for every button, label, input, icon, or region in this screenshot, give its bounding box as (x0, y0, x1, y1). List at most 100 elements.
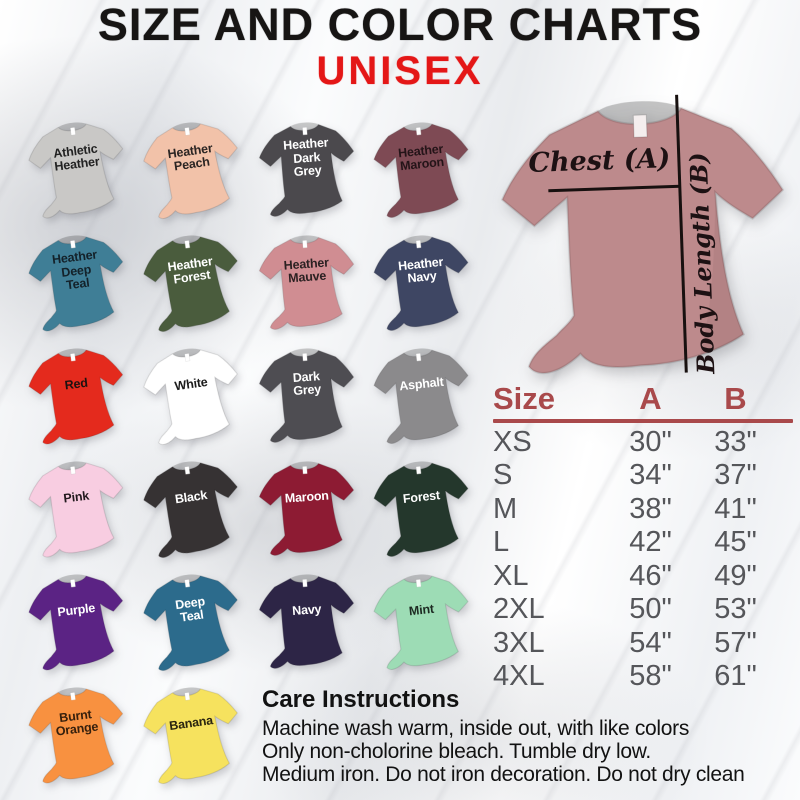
color-swatch-shirt: Heather Mauve (250, 225, 365, 338)
color-swatch-shirt: Burnt Orange (20, 677, 135, 790)
length-measure-cell: 61" (714, 660, 757, 693)
color-name-label: Heather Navy (397, 254, 444, 286)
color-name-label: Heather Peach (166, 141, 214, 174)
color-name-label: Purple (56, 600, 96, 619)
tshirt-icon (373, 574, 469, 670)
shirt-graphic-wrapper: Navy (246, 560, 369, 681)
size-table: Size A B XS 30" 33" S 34" 37" M 38" 41" … (493, 381, 793, 694)
care-line: Machine wash warm, inside out, with like… (262, 716, 690, 740)
color-swatch-shirt: Pink (20, 451, 135, 564)
size-table-row: 4XL 58" 61" (493, 660, 793, 694)
neck-tag (302, 239, 308, 249)
color-name-label: Forest (402, 487, 441, 506)
neck-tag (70, 240, 76, 249)
neck-tag (632, 114, 648, 138)
tshirt-icon (28, 348, 124, 445)
neck-tag (184, 353, 191, 362)
color-name-label: Athletic Heather (52, 141, 101, 175)
size-cell: XL (493, 559, 529, 592)
size-table-row: XL 46" 49" (493, 560, 793, 594)
size-table-row: 3XL 54" 57" (493, 627, 793, 661)
size-table-row: L 42" 45" (493, 526, 793, 560)
tshirt-icon (28, 687, 124, 784)
chest-measure-cell: 54" (629, 626, 672, 659)
shirt-grid: Athletic Heather Heather Peach Heather D… (20, 112, 482, 790)
shirt-graphic-wrapper: Maroon (246, 447, 369, 568)
shirt-graphic-wrapper: Mint (359, 558, 485, 682)
shirt-graphic-wrapper: Forest (359, 445, 485, 569)
chest-measure-cell: 46" (629, 559, 672, 592)
color-name-label: Dark Grey (292, 369, 322, 399)
size-cell: XS (493, 425, 532, 458)
tshirt-icon (28, 122, 124, 219)
color-swatch-shirt: Purple (20, 564, 135, 677)
size-table-row: XS 30" 33" (493, 426, 793, 460)
unisex-subtitle: UNISEX (316, 48, 484, 93)
tshirt-icon (143, 235, 238, 332)
shirt-graphic-wrapper: Banana (128, 670, 258, 798)
size-cell: S (493, 459, 513, 492)
tshirt-icon (143, 461, 238, 558)
neck-tag (70, 692, 76, 701)
color-name-label: Heather Dark Grey (282, 135, 329, 179)
shirt-graphic-wrapper: Dark Grey (246, 334, 369, 455)
color-swatch-shirt: Deep Teal (135, 564, 250, 677)
header-size: Size (493, 381, 556, 416)
color-name-label: Deep Teal (174, 594, 206, 625)
color-swatch-shirt: Maroon (250, 451, 365, 564)
shirt-graphic-wrapper: Deep Teal (128, 557, 258, 685)
chest-label: Chest (A) (527, 143, 671, 179)
color-swatch-shirt: Banana (135, 677, 250, 790)
header: SIZE AND COLOR CHARTS UNISEX (0, 0, 800, 91)
care-line: Medium iron. Do not iron decoration. Do … (262, 762, 745, 786)
tshirt-icon (258, 235, 355, 330)
care-title: Care Instructions (262, 686, 460, 713)
length-measure-cell: 49" (714, 559, 757, 592)
color-swatch-shirt: Heather Forest (135, 225, 250, 338)
size-table-row: M 38" 41" (493, 493, 793, 527)
color-name-label: Navy (291, 601, 322, 618)
color-name-label: Maroon (284, 488, 330, 506)
color-swatch-shirt: Heather Navy (365, 225, 480, 338)
neck-tag (302, 465, 308, 475)
neck-tag (184, 579, 191, 588)
shirt-graphic-wrapper: Pink (14, 444, 142, 570)
color-name-label: White (173, 374, 209, 393)
length-measure-cell: 41" (714, 492, 757, 525)
neck-tag (184, 466, 191, 475)
neck-tag (415, 352, 422, 362)
color-swatch-shirt: Asphalt (365, 338, 480, 451)
shirt-graphic-wrapper: Heather Dark Grey (246, 108, 369, 229)
color-name-label: Banana (168, 712, 214, 733)
size-table-body: XS 30" 33" S 34" 37" M 38" 41" L 42" 45"… (493, 426, 793, 694)
color-swatch-shirt: Red (20, 338, 135, 451)
chest-measure-cell: 58" (629, 660, 672, 693)
tshirt-icon (373, 348, 469, 444)
length-measure-cell: 37" (714, 459, 757, 492)
color-swatch-shirt: White (135, 338, 250, 451)
color-name-label: Asphalt (398, 374, 445, 393)
length-measure-cell: 45" (714, 526, 757, 559)
header-b: B (724, 381, 747, 416)
size-table-header: Size A B (493, 381, 793, 416)
color-swatch-shirt: Mint (365, 564, 480, 677)
neck-tag (70, 353, 76, 362)
length-measure-cell: 57" (714, 626, 757, 659)
tshirt-icon (258, 122, 355, 217)
shirt-graphic-wrapper: Heather Navy (359, 219, 485, 343)
tshirt-icon (28, 461, 124, 558)
neck-tag (70, 579, 76, 588)
color-swatch-shirt: Navy (250, 564, 365, 677)
neck-tag (70, 466, 76, 475)
size-cell: 3XL (493, 626, 545, 659)
color-name-label: Burnt Orange (55, 707, 99, 739)
neck-tag (184, 240, 191, 249)
neck-tag (184, 692, 191, 701)
length-measure-cell: 53" (714, 593, 757, 626)
color-swatch-shirt: Athletic Heather (20, 112, 135, 225)
color-swatch-shirt: Forest (365, 451, 480, 564)
measurement-shirt: Chest (A) Body Length (B) (483, 77, 800, 396)
neck-tag (415, 239, 422, 249)
length-measure-cell: 33" (714, 425, 757, 458)
